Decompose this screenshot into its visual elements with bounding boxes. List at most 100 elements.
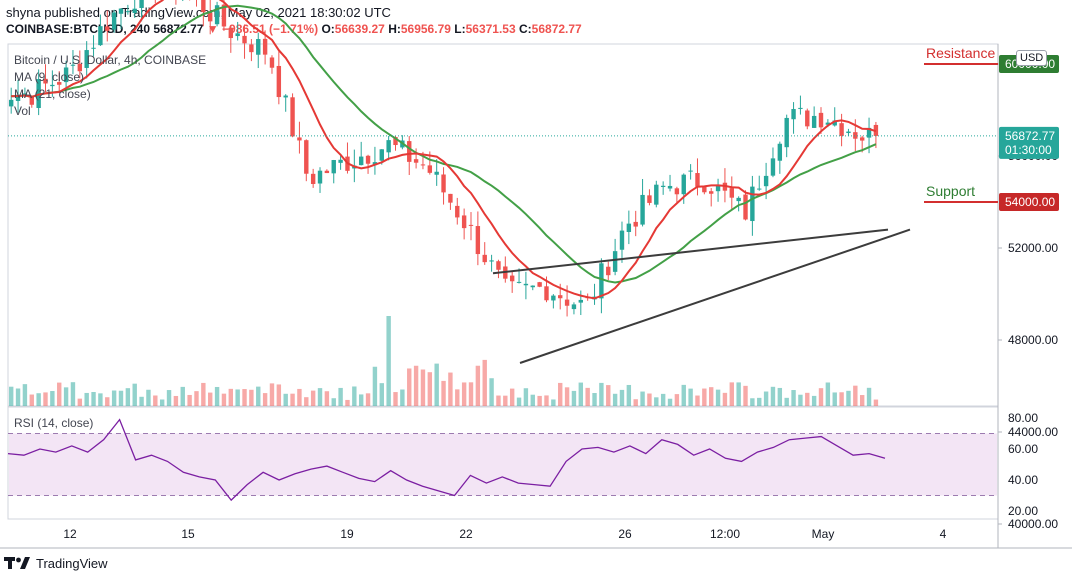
time-tick-label: 4	[940, 527, 947, 541]
volume-bar	[324, 391, 330, 406]
time-tick-label: 12:00	[710, 527, 740, 541]
volume-bar	[43, 392, 48, 406]
volume-bar	[551, 399, 556, 406]
volume-bar	[84, 392, 89, 406]
support-price-badge: 54000.00	[1005, 195, 1055, 209]
volume-bar	[674, 394, 680, 406]
candle-body	[743, 194, 748, 220]
candle-body	[578, 299, 584, 303]
candle-body	[125, 11, 131, 13]
candle-body	[702, 186, 707, 193]
candle-body	[208, 12, 213, 22]
volume-bar	[633, 399, 638, 406]
rsi-tick-label: 60.00	[1008, 442, 1038, 456]
volume-bar	[866, 387, 872, 406]
low-label: L:	[454, 22, 466, 36]
footer-brand-text: TradingView	[36, 555, 108, 571]
candle-body	[283, 95, 288, 98]
candle-body	[111, 12, 117, 30]
currency-badge[interactable]: USD	[1016, 50, 1048, 66]
candle-body	[372, 162, 378, 166]
candle-body	[43, 78, 48, 84]
price-tick-label: 40000.00	[1008, 517, 1058, 531]
volume-bar	[846, 390, 851, 406]
publish-info: shyna published on TradingView.com, May …	[6, 5, 391, 20]
candle-body	[523, 283, 529, 286]
candle-body	[365, 155, 371, 164]
volume-bar	[63, 387, 69, 406]
candle-body	[407, 141, 412, 162]
price-tick-label: 44000.00	[1008, 425, 1058, 439]
high-value: 56956.79	[400, 22, 451, 36]
volume-bar	[516, 397, 522, 406]
candle-body	[681, 174, 686, 195]
volume-bar	[15, 388, 21, 406]
candle-body	[63, 67, 69, 83]
volume-bar	[372, 366, 378, 406]
candle-body	[695, 173, 700, 187]
volume-bar	[805, 392, 810, 406]
time-tick-label: 19	[340, 527, 354, 541]
candle-body	[558, 295, 563, 299]
volume-bar	[256, 386, 261, 406]
volume-bar	[8, 386, 14, 406]
volume-bar	[832, 392, 837, 406]
candle-body	[393, 137, 398, 146]
volume-bar	[249, 389, 254, 406]
candle-body	[139, 0, 144, 8]
volume-bar	[482, 359, 487, 406]
volume-bar	[619, 389, 625, 406]
volume-bar	[571, 390, 577, 406]
volume-bar	[592, 393, 597, 406]
candle-body	[805, 110, 810, 127]
volume-bar	[153, 395, 158, 406]
candle-body	[290, 97, 295, 137]
candle-body	[564, 299, 570, 306]
candle-body	[105, 26, 110, 31]
volume-bar	[702, 388, 707, 406]
candle-body	[859, 137, 865, 141]
volume-bar	[558, 382, 563, 406]
volume-bar	[413, 365, 419, 406]
volume-bar	[221, 393, 227, 406]
volume-bar	[276, 384, 282, 406]
candle-body	[276, 65, 282, 98]
candle-body	[654, 184, 659, 205]
candle-body	[468, 224, 474, 226]
volume-bar	[36, 393, 41, 406]
price-tick-label: 48000.00	[1008, 333, 1058, 347]
rsi-tick-label: 40.00	[1008, 473, 1038, 487]
candle-body	[832, 120, 837, 126]
ma9-line	[11, 0, 877, 300]
volume-bar	[757, 397, 762, 406]
candle-body	[338, 159, 343, 163]
volume-bar	[269, 383, 275, 406]
volume-bar	[722, 392, 728, 406]
volume-bar	[654, 397, 659, 406]
volume-bar	[818, 388, 824, 406]
volume-bar	[509, 388, 515, 406]
candle-body	[818, 112, 824, 128]
candle-body	[626, 223, 632, 233]
volume-bar	[544, 395, 549, 406]
volume-bar	[695, 395, 700, 406]
candle-body	[757, 188, 762, 190]
tradingview-logo-icon	[4, 557, 30, 569]
footer-brand[interactable]: TradingView	[4, 555, 108, 571]
volume-bar	[180, 386, 185, 406]
volume-bar	[297, 388, 302, 406]
volume-bar	[22, 384, 28, 406]
candle-body	[256, 39, 261, 55]
volume-bar	[503, 395, 508, 406]
volume-bar	[626, 384, 632, 406]
candle-body	[811, 115, 817, 128]
candle-body	[269, 57, 275, 68]
channel-upper-line	[492, 228, 889, 275]
candle-body	[57, 82, 62, 85]
volume-bar	[118, 390, 124, 406]
candle-body	[70, 64, 76, 66]
volume-bar	[461, 382, 467, 406]
candle-body	[235, 33, 240, 37]
volume-bar	[214, 386, 220, 406]
